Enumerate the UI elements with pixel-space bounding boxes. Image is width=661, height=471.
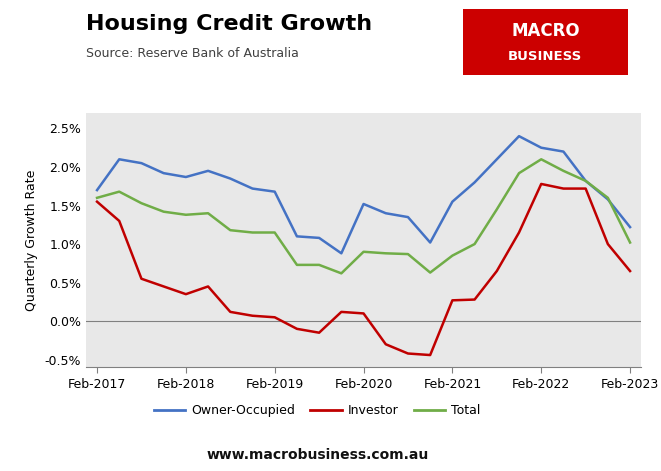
Text: Housing Credit Growth: Housing Credit Growth [86,14,372,34]
Text: Source: Reserve Bank of Australia: Source: Reserve Bank of Australia [86,47,299,60]
Text: BUSINESS: BUSINESS [508,50,582,64]
Legend: Owner-Occupied, Investor, Total: Owner-Occupied, Investor, Total [149,399,486,422]
Text: MACRO: MACRO [511,22,580,40]
Text: www.macrobusiness.com.au: www.macrobusiness.com.au [206,447,428,462]
Y-axis label: Quarterly Growth Rate: Quarterly Growth Rate [24,170,38,311]
